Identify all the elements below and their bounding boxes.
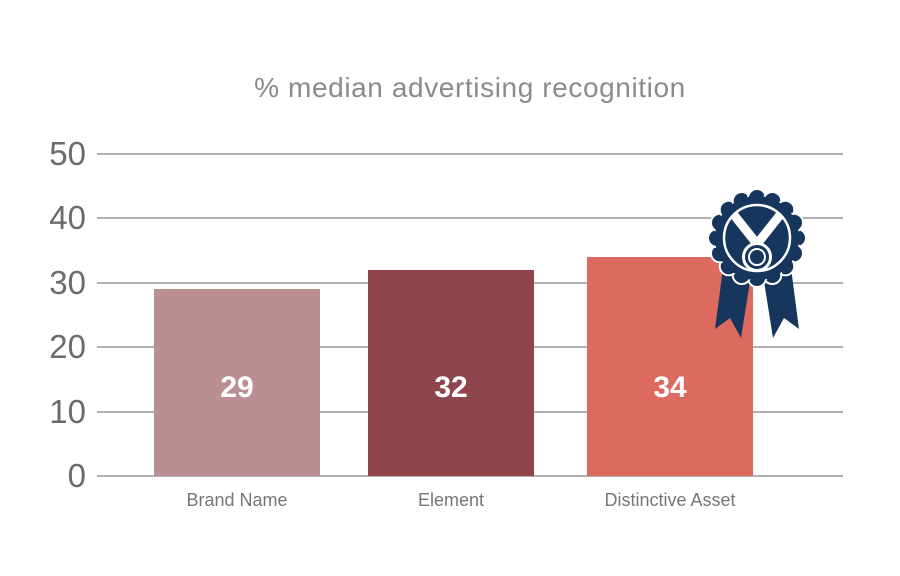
chart-title: % median advertising recognition xyxy=(254,72,686,103)
award-medal-icon xyxy=(707,188,807,338)
bar-category-label: Brand Name xyxy=(186,490,288,510)
ytick-label: 10 xyxy=(49,393,86,430)
bar-value-label: 32 xyxy=(434,371,468,404)
bar xyxy=(368,270,534,476)
ytick-label: 50 xyxy=(49,135,86,172)
bar xyxy=(154,289,320,476)
ytick-label: 40 xyxy=(49,199,86,236)
medal-lanyard xyxy=(730,212,784,247)
ytick-label: 20 xyxy=(49,328,86,365)
bar-value-label: 29 xyxy=(220,371,254,404)
bar-category-label: Element xyxy=(417,490,485,510)
ytick-label: 0 xyxy=(67,457,86,494)
medal-disc xyxy=(742,242,772,272)
medal-ribbon-tails xyxy=(715,268,799,338)
gridline xyxy=(97,153,843,155)
bar-category-label: Distinctive Asset xyxy=(604,490,736,510)
bar-value-label: 34 xyxy=(653,371,687,404)
gridline xyxy=(97,475,843,477)
medal-disc-inner-ring xyxy=(748,248,766,266)
ytick-label: 30 xyxy=(49,264,86,301)
gridline xyxy=(97,217,843,219)
